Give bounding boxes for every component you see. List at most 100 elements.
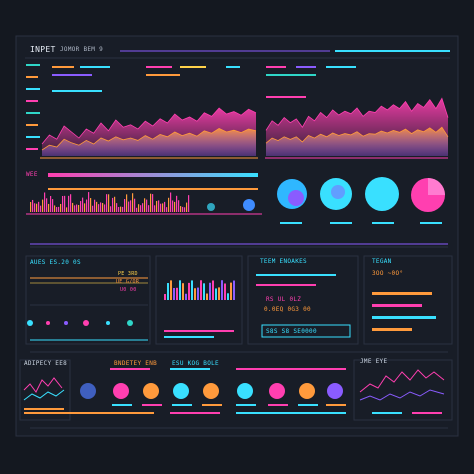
strip-bar-24 [78, 204, 80, 212]
mid-bar-8 [188, 282, 190, 300]
strip-bar-74 [178, 200, 180, 212]
strip-bar-46 [122, 206, 124, 212]
circle-row-dashes [280, 222, 442, 224]
mid-bar-12 [200, 280, 202, 300]
bottom-left-panel [19, 359, 71, 421]
top-right-series-1-line [265, 126, 449, 144]
strip-bar-55 [140, 205, 142, 212]
bubble-6 [237, 383, 253, 399]
mid-bar-0 [164, 294, 166, 300]
strip-bar-70 [170, 192, 172, 212]
mid-right-value-3: S8S S8 SE0000 [266, 328, 317, 335]
strip-bar-61 [152, 194, 154, 212]
strip-bar-17 [64, 195, 66, 212]
mid-bar-16 [212, 280, 214, 300]
strip-bar-1 [32, 199, 34, 212]
bubble-5 [203, 383, 219, 399]
strip-bar-76 [182, 206, 184, 212]
dashboard-frame [15, 35, 459, 437]
strip-bar-38 [106, 194, 108, 212]
page-subtitle: JOMOR BEM 9 [60, 46, 104, 53]
top-left-area-chart [41, 107, 257, 156]
mid-bar-10 [194, 288, 196, 300]
strip-bar-52 [134, 198, 136, 212]
strip-bar-20 [70, 194, 72, 212]
mid-bar-4 [176, 287, 178, 300]
strip-bar-78 [186, 202, 188, 212]
strip-bar-37 [104, 204, 106, 212]
strip-bar-79 [188, 195, 190, 212]
mid-left-title: AUES ES.20 0S [30, 259, 81, 266]
far-right-panel [363, 255, 453, 345]
mid-bar-14 [206, 293, 208, 300]
indicator-dot-1 [207, 203, 215, 211]
strip-bar-40 [110, 206, 112, 212]
mid-bar-15 [209, 282, 211, 300]
mid-left-value-1: PE 3RD [118, 271, 138, 277]
strip-bar-28 [86, 199, 88, 212]
strip-bar-36 [102, 202, 104, 212]
strip-bar-4 [38, 201, 40, 212]
indicator-bubble-1-inner [288, 190, 304, 206]
strip-bar-31 [92, 205, 94, 212]
indicator-bubble-4-wedge [428, 178, 445, 195]
strip-bar-44 [118, 206, 120, 212]
strip-bar-7 [44, 192, 46, 212]
top-right-area-chart [265, 97, 449, 156]
page-title: INPET [30, 45, 56, 54]
strip-bar-63 [156, 200, 158, 212]
strip-bar-29 [88, 192, 90, 212]
strip-bar-9 [48, 203, 50, 212]
strip-bar-77 [184, 207, 186, 212]
far-right-value: 3OO ~0O° [372, 270, 404, 277]
strip-bar-56 [142, 203, 144, 212]
strip-bar-41 [112, 197, 114, 212]
strip-bar-60 [150, 193, 152, 212]
strip-bar-25 [80, 201, 82, 212]
strip-bar-69 [168, 197, 170, 212]
top-right-series-1-area [266, 127, 448, 156]
bottom-mid2-title: ESU KOG BOLE [172, 360, 219, 367]
strip-bar-27 [84, 203, 86, 212]
bubble-4 [173, 383, 189, 399]
strip-histogram [30, 192, 190, 212]
bottom-right-title: JME EYE [360, 358, 388, 365]
strip-bar-71 [172, 200, 174, 212]
bubble-9 [327, 383, 343, 399]
strip-bar-23 [76, 204, 78, 212]
strip-bar-12 [54, 205, 56, 212]
strip-bar-11 [52, 199, 54, 212]
mid-bar-17 [215, 288, 217, 300]
mid-right-value-1: RS UL 0LZ [266, 296, 302, 303]
strip-bar-54 [138, 204, 140, 212]
top-left-series-1-area [42, 128, 256, 156]
indicator-bubble-3 [365, 177, 399, 211]
strip-bar-50 [130, 200, 132, 212]
bottom-left-title: ADIPECY EE8 [24, 360, 68, 367]
mid-bar-7 [185, 293, 187, 300]
strip-bar-65 [160, 203, 162, 212]
strip-bar-10 [50, 195, 52, 212]
mid-bar-13 [203, 283, 205, 300]
mid-bar-11 [197, 287, 199, 300]
far-right-title: TEGAN [372, 258, 392, 265]
mid-bar-9 [191, 280, 193, 300]
mid-bar-1 [167, 283, 169, 300]
mid-right-panel [247, 255, 359, 345]
strip-bar-57 [144, 198, 146, 212]
strip-bar-18 [66, 207, 68, 212]
strip-bar-22 [74, 205, 76, 212]
mid-right-value-2: 0.0EQ 0G3 00 [264, 306, 311, 313]
bottom-dashes [24, 368, 346, 414]
top-left-series-1-line [41, 127, 257, 151]
strip-bar-62 [154, 205, 156, 212]
strip-bar-19 [68, 195, 70, 212]
strip-bar-16 [62, 195, 64, 212]
strip-bar-39 [108, 194, 110, 212]
mid-left-value-2: UE G/OR [116, 279, 140, 285]
strip-bar-73 [176, 195, 178, 212]
strip-bar-2 [34, 203, 36, 212]
indicator-bubble-2-inner [331, 185, 345, 199]
strip-bar-14 [58, 206, 60, 212]
